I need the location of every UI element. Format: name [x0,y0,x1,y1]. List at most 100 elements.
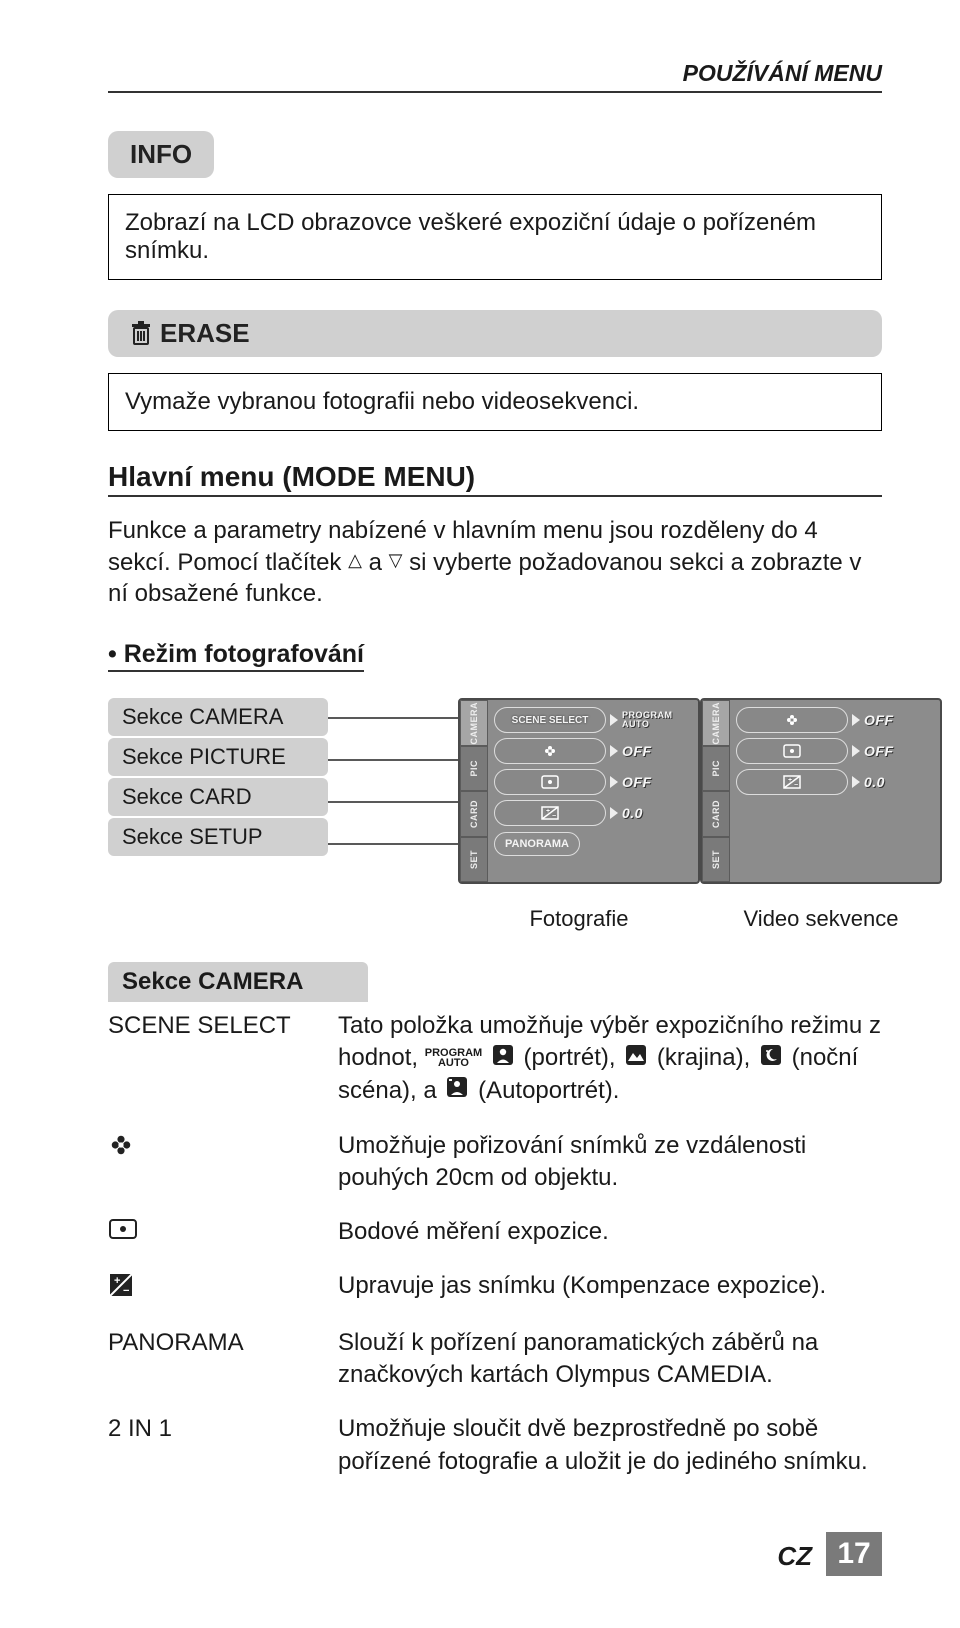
erase-label: ERASE [160,318,250,349]
table-title: Sekce CAMERA [108,962,368,1002]
info-text: Zobrazí na LCD obrazovce veškeré expozič… [108,194,882,280]
landscape-icon [625,1043,647,1075]
lcd-tab-camera[interactable]: CAMERA [702,700,730,746]
sec-camera: Sekce CAMERA [108,698,328,736]
chevron-right-icon [610,714,618,726]
lcd-val-spot: OFF [864,743,934,759]
lcd-tab-set-label: SET [469,850,479,869]
lcd-tab-set[interactable]: SET [702,837,730,883]
row-val-spot: Bodové měření expozice. [338,1216,882,1248]
lcd-video-tabs: CAMERA PIC CARD SET [702,700,730,882]
lcd-photo-body: SCENE SELECT PROGRAM AUTO OFF [488,700,698,882]
lcd-tab-pic[interactable]: PIC [460,746,488,792]
row-key-scene-select: SCENE SELECT [108,1010,338,1040]
lcd-row-spot: OFF [494,768,692,796]
lcd-tab-card-label: CARD [469,800,479,828]
program-auto-icon: PROGRAMAUTO [425,1049,482,1069]
lcd-tab-pic-label: PIC [711,760,721,777]
diagram-stage: Sekce CAMERA Sekce PICTURE Sekce CARD Se… [108,698,882,932]
info-block: INFO Zobrazí na LCD obrazovce veškeré ex… [108,131,882,280]
svg-text:+: + [546,808,550,815]
footer-page-number: 17 [826,1532,882,1576]
flower-icon [108,1132,134,1158]
page: POUŽÍVÁNÍ MENU INFO Zobrazí na LCD obraz… [0,0,960,1612]
table-row: SCENE SELECT Tato položka umožňuje výběr… [108,1002,882,1122]
mode-photo-heading: • Režim fotografování [108,640,882,672]
svg-text:+: + [788,777,792,784]
val-part: (Autoportrét). [478,1077,619,1104]
lcd-tab-card-label: CARD [711,800,721,828]
row-val-2in1: Umožňuje sloučit dvě bezprostředně po so… [338,1413,882,1477]
lcd-chip-scene: SCENE SELECT [494,707,606,733]
erase-text: Vymaže vybranou fotografii nebo videosek… [108,373,882,431]
val-part: (krajina), [657,1044,757,1071]
row-key-macro [108,1130,338,1165]
exposure-comp-icon: +− [736,769,848,795]
table-row: 2 IN 1 Umožňuje sloučit dvě bezprostředn… [108,1405,882,1491]
lcd-tab-card[interactable]: CARD [460,791,488,837]
row-key-2in1: 2 IN 1 [108,1413,338,1443]
row-key-exp: +− [108,1270,338,1305]
flower-icon [736,707,848,733]
svg-text:−: − [552,813,556,820]
lcd-photo-tabs: CAMERA PIC CARD SET [460,700,488,882]
lcd-tab-camera-label: CAMERA [469,702,479,745]
sec-picture: Sekce PICTURE [108,738,328,776]
chevron-right-icon [852,776,860,788]
sec-card: Sekce CARD [108,778,328,816]
row-key-panorama: PANORAMA [108,1327,338,1357]
row-val-panorama: Slouží k pořízení panoramatických záběrů… [338,1327,882,1391]
svg-text:+: + [114,1275,120,1287]
row-val-macro: Umožňuje pořizování snímků ze vzdálenost… [338,1130,882,1194]
lcd-val-exp: 0.0 [622,805,692,821]
svg-text:−: − [123,1285,129,1297]
erase-pill: ERASE [108,310,882,357]
night-scene-icon [760,1043,782,1075]
chevron-right-icon [852,714,860,726]
lcd-photo-caption: Fotografie [529,906,628,932]
lcd-val-macro: OFF [622,743,692,759]
val-part: (portrét), [524,1044,623,1071]
page-footer: CZ 17 [108,1522,882,1572]
chevron-right-icon [610,776,618,788]
erase-block: ERASE Vymaže vybranou fotografii nebo vi… [108,310,882,431]
svg-text:−: − [794,782,798,789]
lcd-video-caption: Video sekvence [744,906,899,932]
lcd-row-spot: OFF [736,737,934,765]
main-menu-text: Funkce a parametry nabízené v hlavním me… [108,515,882,610]
table-row: Umožňuje pořizování snímků ze vzdálenost… [108,1122,882,1208]
row-val-scene-select: Tato položka umožňuje výběr expozičního … [338,1010,882,1108]
lcd-val-program: PROGRAM AUTO [622,711,692,729]
lcd-tab-set-label: SET [711,850,721,869]
lcd-row-scene: SCENE SELECT PROGRAM AUTO [494,706,692,734]
lcd-photo-wrap: CAMERA PIC CARD SET SCENE SELECT PROGRAM… [458,698,700,932]
lcd-row-exp: +− 0.0 [494,799,692,827]
portrait-icon [492,1043,514,1075]
lcd-tab-pic-label: PIC [469,760,479,777]
header-title: POUŽÍVÁNÍ MENU [108,60,882,87]
spot-meter-icon [108,1218,138,1240]
lcd-tab-set[interactable]: SET [460,837,488,883]
spot-meter-icon [736,738,848,764]
lcd-tab-camera[interactable]: CAMERA [460,700,488,746]
lcd-tab-pic[interactable]: PIC [702,746,730,792]
exposure-comp-icon: +− [108,1272,134,1298]
lcd-val-program-bot: AUTO [622,720,692,729]
triangle-up-icon: △ [348,549,362,573]
lcd-val-exp: 0.0 [864,774,934,790]
exposure-comp-icon: +− [494,800,606,826]
lcd-video: CAMERA PIC CARD SET OFF OFF [700,698,942,884]
lcd-tab-card[interactable]: CARD [702,791,730,837]
table-row: Bodové měření expozice. [108,1208,882,1262]
lcd-video-body: OFF OFF +− 0.0 [730,700,940,882]
self-portrait-icon [446,1075,468,1107]
lcd-val-spot: OFF [622,774,692,790]
connector-lines-icon [328,698,458,888]
mode-photo-title: • Režim fotografování [108,640,364,672]
lcd-tab-camera-label: CAMERA [711,702,721,745]
main-menu-title: Hlavní menu (MODE MENU) [108,461,882,497]
footer-lang: CZ [777,1541,812,1572]
lcd-row-macro: OFF [736,706,934,734]
section-labels: Sekce CAMERA Sekce PICTURE Sekce CARD Se… [108,698,328,856]
chevron-right-icon [610,745,618,757]
